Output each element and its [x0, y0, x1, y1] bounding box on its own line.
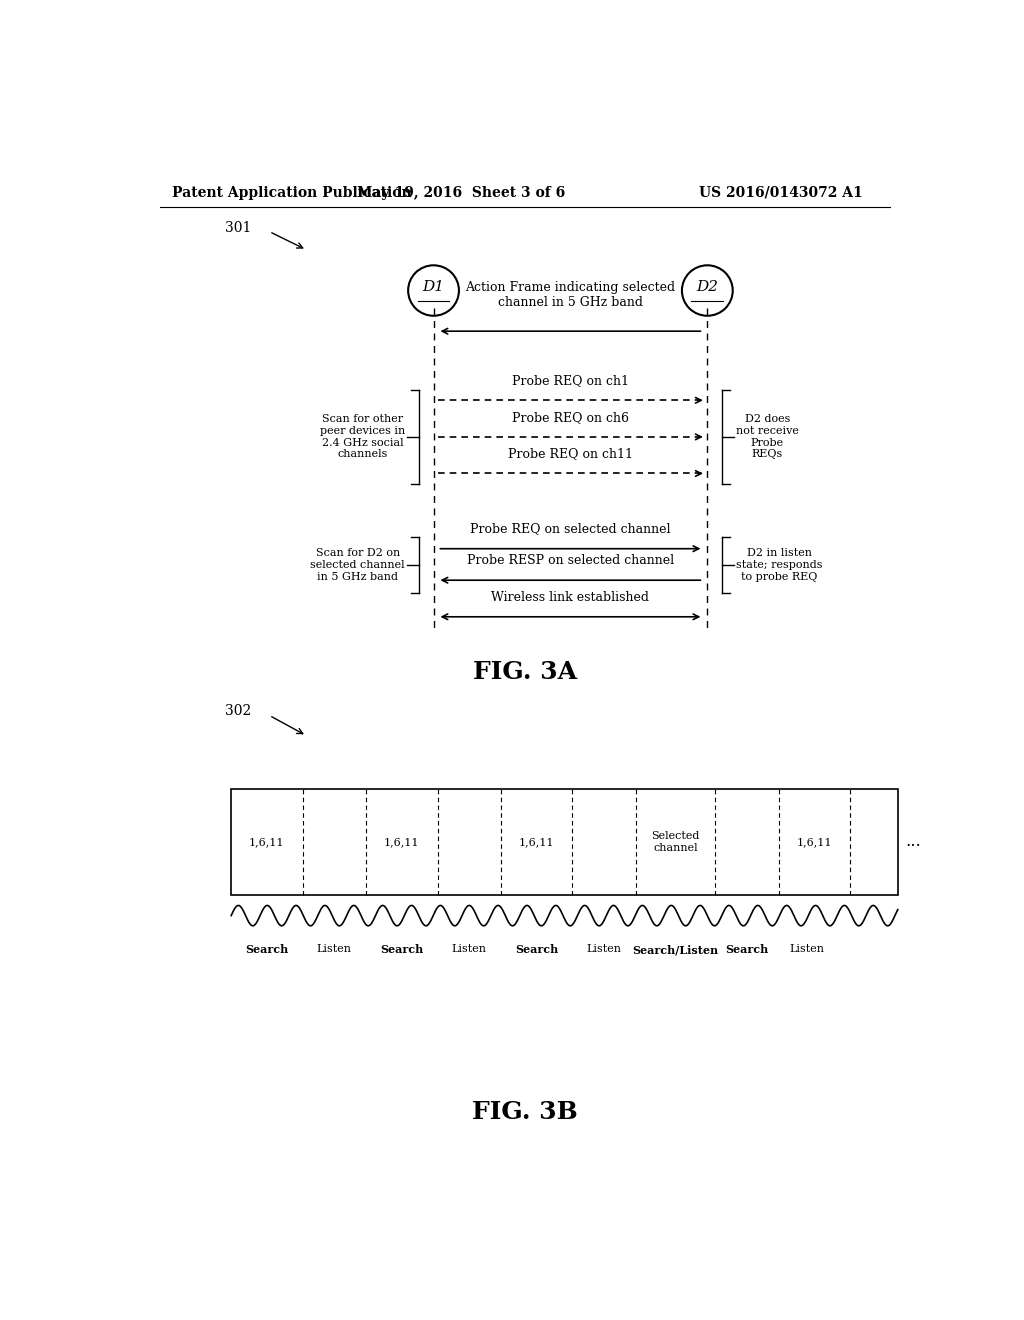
- Text: Search: Search: [725, 944, 769, 956]
- Text: Action Frame indicating selected
channel in 5 GHz band: Action Frame indicating selected channel…: [465, 281, 676, 309]
- Text: Search/Listen: Search/Listen: [633, 944, 719, 956]
- Text: D1: D1: [423, 280, 444, 294]
- Text: May 19, 2016  Sheet 3 of 6: May 19, 2016 Sheet 3 of 6: [357, 186, 565, 199]
- Text: 302: 302: [224, 705, 251, 718]
- Text: FIG. 3B: FIG. 3B: [472, 1100, 578, 1123]
- Text: Probe REQ on ch1: Probe REQ on ch1: [512, 374, 629, 387]
- Text: Probe REQ on ch6: Probe REQ on ch6: [512, 411, 629, 424]
- Text: 301: 301: [224, 220, 251, 235]
- Text: Search: Search: [515, 944, 558, 956]
- Text: Listen: Listen: [452, 944, 486, 954]
- Text: 1,6,11: 1,6,11: [249, 837, 285, 847]
- Text: Probe REQ on ch11: Probe REQ on ch11: [508, 447, 633, 461]
- Text: 1,6,11: 1,6,11: [384, 837, 420, 847]
- Text: Search: Search: [246, 944, 289, 956]
- Text: Listen: Listen: [790, 944, 824, 954]
- Text: FIG. 3A: FIG. 3A: [473, 660, 577, 684]
- Text: Probe REQ on selected channel: Probe REQ on selected channel: [470, 523, 671, 536]
- Text: Probe RESP on selected channel: Probe RESP on selected channel: [467, 554, 674, 568]
- Text: 1,6,11: 1,6,11: [797, 837, 833, 847]
- Text: Selected
channel: Selected channel: [651, 832, 699, 853]
- Text: D2: D2: [696, 280, 718, 294]
- Bar: [231, 788, 898, 895]
- Text: D2 does
not receive
Probe
REQs: D2 does not receive Probe REQs: [736, 414, 799, 459]
- Text: Scan for other
peer devices in
2.4 GHz social
channels: Scan for other peer devices in 2.4 GHz s…: [319, 414, 404, 459]
- Text: ...: ...: [905, 833, 922, 850]
- Text: Listen: Listen: [587, 944, 622, 954]
- Text: D2 in listen
state; responds
to probe REQ: D2 in listen state; responds to probe RE…: [736, 548, 822, 582]
- Text: 1,6,11: 1,6,11: [519, 837, 554, 847]
- Text: Listen: Listen: [316, 944, 352, 954]
- Text: Wireless link established: Wireless link established: [492, 590, 649, 603]
- Text: Patent Application Publication: Patent Application Publication: [172, 186, 412, 199]
- Text: Search: Search: [380, 944, 423, 956]
- Text: US 2016/0143072 A1: US 2016/0143072 A1: [699, 186, 863, 199]
- Text: Scan for D2 on
selected channel
in 5 GHz band: Scan for D2 on selected channel in 5 GHz…: [310, 548, 404, 582]
